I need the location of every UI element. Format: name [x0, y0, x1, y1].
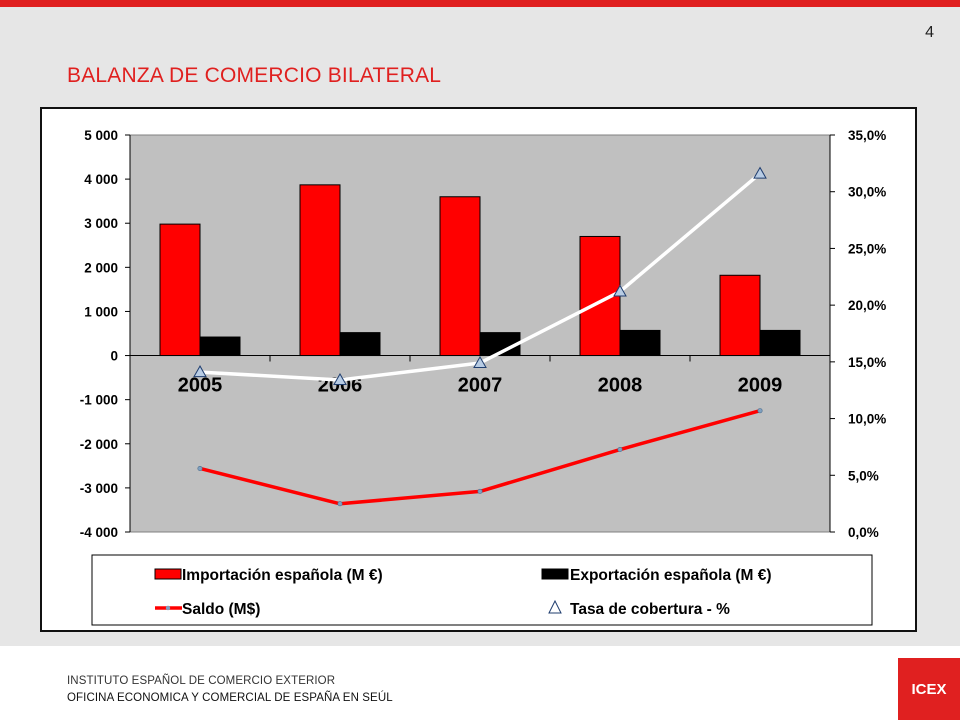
bar-exportacion [759, 329, 801, 357]
y-right-tick-label: 20,0% [848, 298, 886, 313]
chart-frame: 5 000 4 000 3 000 2 000 1 000 0 -1 000 -2 000 -3… [40, 107, 917, 632]
point-saldo [757, 408, 763, 414]
y-left-tick-label: 0 [110, 349, 118, 364]
y-left-tick-label: 1 000 [84, 304, 118, 319]
legend-box [91, 554, 873, 626]
top-accent-bar [0, 0, 960, 7]
y-left-tick-label: -3 000 [80, 481, 118, 496]
bar-importacion [439, 196, 481, 357]
icex-logo: ICEX [898, 658, 960, 720]
y-left-tick-label: -2 000 [80, 437, 118, 452]
y-left-tick-label: 4 000 [84, 172, 118, 187]
y-right-tick-label: 10,0% [848, 412, 886, 427]
y-left-tick-label: 5 000 [84, 128, 118, 143]
x-category-label: 2007 [458, 375, 503, 397]
footer: INSTITUTO ESPAÑOL DE COMERCIO EXTERIOR O… [0, 646, 960, 720]
point-tasa [753, 166, 767, 179]
x-category-label: 2009 [738, 375, 783, 397]
point-tasa [333, 372, 347, 386]
y-right-tick-label: 15,0% [848, 355, 886, 370]
legend-swatch-exportacion [541, 568, 569, 580]
bar-exportacion [339, 332, 381, 357]
x-category-label: 2008 [598, 375, 643, 397]
bar-exportacion [619, 329, 661, 357]
footer-institute: INSTITUTO ESPAÑOL DE COMERCIO EXTERIOR [67, 675, 336, 687]
legend-swatch-importacion [154, 568, 182, 580]
bar-importacion [299, 184, 341, 357]
y-left-tick-label: -1 000 [80, 393, 118, 408]
point-tasa [193, 365, 207, 378]
bar-importacion [719, 274, 761, 357]
page-title: BALANZA DE COMERCIO BILATERAL [67, 64, 442, 87]
point-tasa [613, 284, 627, 297]
bar-exportacion [199, 336, 241, 357]
combo-chart: 5 000 4 000 3 000 2 000 1 000 0 -1 000 -2 000 -3… [80, 128, 886, 626]
point-tasa [473, 355, 487, 368]
bar-importacion [159, 223, 201, 357]
y-right-tick-label: 25,0% [848, 241, 886, 256]
legend-marker-saldo [165, 605, 171, 611]
page-number: 4 [925, 24, 934, 41]
x-category-label: 2005 [178, 375, 223, 397]
footer-office: OFICINA ECONOMICA Y COMERCIAL DE ESPAÑA … [67, 692, 393, 704]
y-right-tick-label: 30,0% [848, 185, 886, 200]
y-left-tick-label: 2 000 [84, 260, 118, 275]
y-right-tick-label: 0,0% [848, 525, 879, 540]
point-saldo [197, 465, 203, 471]
y-right-tick-label: 5,0% [848, 468, 879, 483]
legend-label-tasa: Tasa de cobertura - % [570, 601, 730, 618]
point-saldo [477, 488, 483, 494]
point-saldo [617, 447, 623, 453]
legend-marker-tasa [548, 599, 562, 614]
legend-label-importacion: Importación española (M €) [182, 567, 383, 584]
y-right-tick-label: 35,0% [848, 128, 886, 143]
y-left-tick-label: -4 000 [80, 525, 118, 540]
y-left-tick-label: 3 000 [84, 216, 118, 231]
legend-label-exportacion: Exportación española (M €) [570, 567, 772, 584]
legend-label-saldo: Saldo (M$) [182, 601, 260, 618]
point-saldo [337, 501, 343, 507]
